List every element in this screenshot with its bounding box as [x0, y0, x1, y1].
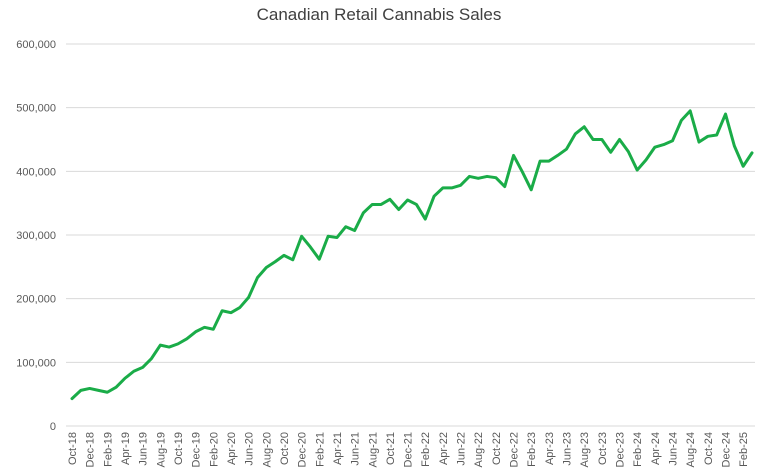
x-tick-label: Feb-20 [208, 432, 220, 467]
x-tick-label: Feb-23 [526, 432, 538, 467]
x-tick-label: Dec-22 [509, 432, 521, 467]
x-tick-label: Aug-19 [155, 432, 167, 467]
x-tick-label: Jun-19 [138, 432, 150, 466]
x-tick-label: Aug-23 [579, 432, 591, 467]
x-tick-label: Jun-24 [668, 432, 680, 466]
x-tick-label: Feb-24 [632, 432, 644, 467]
x-tick-label: Aug-20 [261, 432, 273, 467]
x-tick-label: Oct-24 [703, 432, 715, 465]
x-tick-label: Apr-21 [332, 432, 344, 465]
x-tick-label: Jun-22 [456, 432, 468, 466]
x-tick-label: Feb-21 [314, 432, 326, 467]
y-tick-label: 600,000 [16, 39, 56, 51]
x-tick-label: Oct-20 [279, 432, 291, 465]
y-tick-label: 200,000 [16, 294, 56, 306]
chart-title: Canadian Retail Cannabis Sales [256, 5, 502, 24]
x-tick-label: Dec-19 [191, 432, 203, 467]
x-tick-label: Oct-22 [491, 432, 503, 465]
x-tick-label: Jun-23 [562, 432, 574, 466]
series-layer [70, 109, 754, 401]
x-tick-label: Aug-24 [685, 432, 697, 467]
x-tick-label: Oct-18 [67, 432, 79, 465]
x-tick-label: Apr-23 [544, 432, 556, 465]
x-tick-label: Dec-21 [403, 432, 415, 467]
x-tick-label: Dec-18 [85, 432, 97, 467]
x-axis-tick-labels: Oct-18 Dec-18 Feb-19 Apr-19 Jun-19 Aug-19 Oct-… [67, 432, 750, 467]
x-tick-label: Apr-20 [226, 432, 238, 465]
x-tick-label: Oct-23 [597, 432, 609, 465]
x-tick-label: Jun-21 [350, 432, 362, 466]
y-tick-label: 100,000 [16, 357, 56, 369]
x-tick-label: Feb-25 [738, 432, 750, 467]
x-tick-label: Apr-19 [120, 432, 132, 465]
x-tick-label: Dec-20 [297, 432, 309, 467]
sales-series-line [70, 109, 754, 401]
y-tick-label: 300,000 [16, 230, 56, 242]
y-tick-label: 500,000 [16, 103, 56, 115]
y-tick-label: 0 [50, 421, 56, 433]
x-tick-label: Aug-21 [367, 432, 379, 467]
y-tick-label: 400,000 [16, 166, 56, 178]
x-tick-label: Apr-22 [438, 432, 450, 465]
x-tick-label: Feb-22 [420, 432, 432, 467]
y-axis-tick-labels: 0 100,000 200,000 300,000 400,000 500,000 600,… [16, 39, 56, 433]
x-tick-label: Aug-22 [473, 432, 485, 467]
x-tick-label: Dec-24 [721, 432, 733, 467]
x-tick-label: Jun-20 [244, 432, 256, 466]
x-tick-label: Dec-23 [615, 432, 627, 467]
gridlines [66, 43, 755, 427]
x-tick-label: Apr-24 [650, 432, 662, 465]
x-tick-label: Oct-21 [385, 432, 397, 465]
x-tick-label: Feb-19 [102, 432, 114, 467]
x-tick-label: Oct-19 [173, 432, 185, 465]
